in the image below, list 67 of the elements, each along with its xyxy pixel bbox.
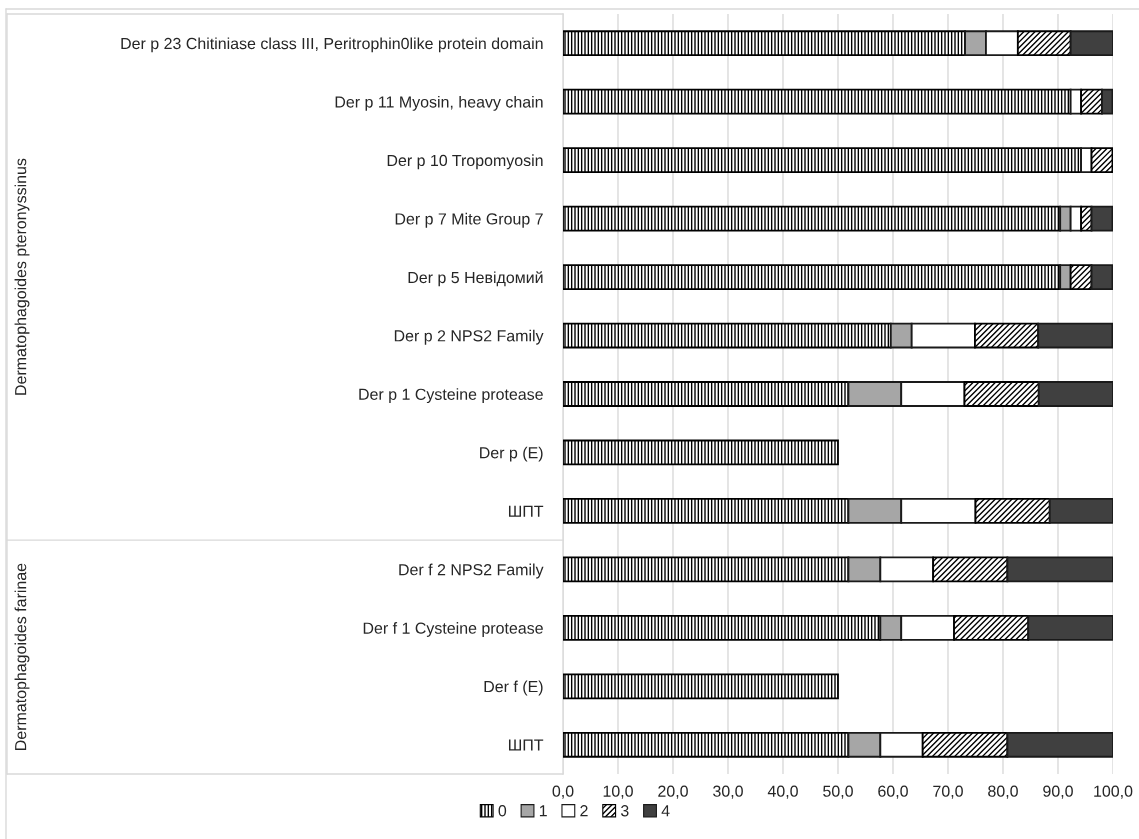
bar (1069, 264, 1093, 290)
legend-label: 4 (661, 805, 670, 817)
bar (1027, 614, 1113, 641)
x-tick-label: 50,0 (823, 785, 853, 799)
bar (563, 731, 850, 758)
bar (921, 731, 1009, 758)
y-tick-label: Der p 2 NPS2 Family (394, 329, 544, 345)
bar (563, 556, 850, 583)
bar (974, 498, 1051, 524)
y-tick-label: ШПТ (508, 739, 544, 751)
bar (974, 322, 1040, 349)
y-tick-label: Der p 5 Невідомий (408, 271, 543, 287)
y-tick-label: Der f (E) (484, 680, 543, 696)
bar (1037, 381, 1113, 407)
bar (1059, 264, 1072, 290)
bar (563, 673, 839, 700)
bar (563, 381, 850, 407)
y-tick-label: Der p 1 Cysteine protease (359, 388, 543, 404)
bar (953, 614, 1030, 641)
legend-label: 1 (539, 805, 547, 817)
bar (1101, 88, 1113, 115)
bar (963, 381, 1040, 407)
y-tick-label: Der p 7 Mite Group 7 (395, 212, 543, 228)
legend-label: 0 (498, 805, 507, 817)
x-tick-label: 10,0 (603, 785, 633, 799)
y-tick-label: Der p 23 Chitiniase class III, Peritrophin0like protein domain (121, 37, 543, 53)
x-tick-label: 100,0 (1094, 785, 1133, 799)
bar (932, 556, 1009, 583)
bar (1080, 147, 1093, 174)
y-tick-label: ШПТ (508, 505, 544, 517)
bar (1048, 498, 1113, 524)
y-tick-label: Der f 1 Cysteine protease (363, 622, 543, 637)
bar (563, 88, 1072, 115)
bar (563, 264, 1062, 290)
legend-label: 3 (620, 805, 629, 817)
bar (563, 30, 966, 57)
bar (1080, 205, 1093, 232)
bar (1006, 556, 1113, 583)
x-tick-label: 90,0 (1043, 785, 1073, 799)
x-tick-label: 0,0 (552, 785, 574, 799)
bar (563, 498, 850, 524)
bar (1016, 30, 1072, 57)
bar (563, 147, 1083, 174)
bar (1069, 30, 1113, 57)
legend-label: 2 (580, 805, 588, 817)
bar (1037, 322, 1113, 349)
x-tick-label: 80,0 (988, 785, 1018, 799)
bar (1080, 88, 1103, 115)
x-tick-label: 30,0 (713, 785, 743, 799)
bar (1006, 731, 1113, 758)
bar (563, 439, 839, 466)
bar (563, 614, 882, 641)
y-tick-label: Der f 2 NPS2 Family (399, 563, 544, 579)
text: Dermatophagoides pteronyssinus (14, 158, 30, 395)
x-tick-label: 60,0 (878, 785, 908, 799)
x-tick-label: 70,0 (933, 785, 963, 799)
y-tick-label: Der p (E) (480, 446, 543, 462)
bar (1090, 264, 1113, 290)
x-tick-label: 20,0 (658, 785, 688, 799)
text: Dermatophagoides farinae (14, 563, 30, 750)
bar (563, 205, 1062, 232)
bar (1090, 205, 1113, 232)
x-tick-label: 40,0 (767, 785, 798, 799)
bar (1090, 147, 1113, 174)
bar (563, 322, 892, 349)
y-tick-label: Der p 10 Tropomyosin (387, 154, 543, 170)
y-tick-label: Der p 11 Myosin, heavy chain (335, 95, 543, 111)
